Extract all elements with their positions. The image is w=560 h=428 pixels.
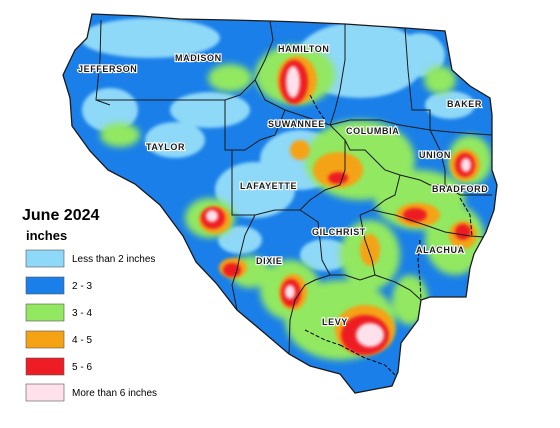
county-labels: JEFFERSON MADISON HAMILTON BAKER SUWANNE…	[77, 43, 489, 328]
legend-label-2: 3 - 4	[72, 308, 92, 319]
hamilton-border	[254, 24, 346, 126]
dashed-bradford	[459, 197, 473, 237]
zone-more-than-6	[206, 66, 471, 347]
legend-label-3: 4 - 5	[72, 335, 92, 346]
dashed-alachua	[417, 239, 422, 301]
madison-border	[96, 20, 274, 101]
county-label-bradford: BRADFORD	[432, 184, 488, 194]
legend-label-4: 5 - 6	[72, 362, 92, 373]
county-label-union: UNION	[419, 150, 451, 160]
county-label-hamilton: HAMILTON	[278, 44, 329, 54]
legend-label-0: Less than 2 inches	[72, 254, 155, 265]
dashed-levy-south	[304, 329, 341, 346]
legend-swatch-5	[25, 383, 65, 402]
county-label-suwannee: SUWANNEE	[268, 119, 325, 129]
county-boundaries	[62, 13, 498, 394]
legend-swatch-1	[25, 276, 65, 295]
lafayette-north-border	[232, 109, 286, 151]
legend-title: June 2024	[22, 207, 99, 224]
county-label-columbia: COLUMBIA	[346, 126, 399, 136]
columbia-north-border	[329, 119, 493, 136]
legend-label-1: 2 - 3	[72, 281, 92, 292]
dashed-hamilton	[309, 94, 326, 121]
county-label-madison: MADISON	[175, 53, 222, 63]
legend: June 2024 inches Less than 2 inches 2 - …	[22, 207, 157, 402]
legend-label-5: More than 6 inches	[72, 388, 157, 399]
legend-units: inches	[26, 228, 67, 243]
legend-swatch-3	[25, 330, 65, 349]
dixie-levy-border	[288, 274, 331, 355]
county-label-levy: LEVY	[322, 317, 348, 327]
lafayette-border	[254, 209, 331, 276]
alachua-south-border	[374, 274, 422, 301]
baker-border	[404, 27, 431, 130]
county-label-baker: BAKER	[447, 99, 482, 109]
suwannee-south-border	[299, 140, 346, 211]
legend-swatch-0	[25, 249, 65, 268]
alachua-north-border	[371, 209, 485, 238]
jefferson-border	[95, 19, 111, 106]
legend-swatch-4	[25, 357, 65, 376]
county-label-lafayette: LAFAYETTE	[240, 181, 297, 191]
county-label-dixie: DIXIE	[256, 256, 283, 266]
county-label-gilchrist: GILCHRIST	[312, 227, 366, 237]
dashed-boundaries	[304, 94, 473, 376]
region-outline	[62, 13, 498, 394]
legend-swatch-2	[25, 303, 65, 322]
county-label-jefferson: JEFFERSON	[78, 64, 137, 74]
dixie-west-border	[231, 214, 256, 311]
county-label-taylor: TAYLOR	[146, 142, 185, 152]
dashed-levy-coast	[339, 344, 396, 376]
bradford-border	[444, 184, 492, 196]
columbia-south-border	[359, 174, 401, 216]
county-label-alachua: ALACHUA	[416, 245, 465, 255]
